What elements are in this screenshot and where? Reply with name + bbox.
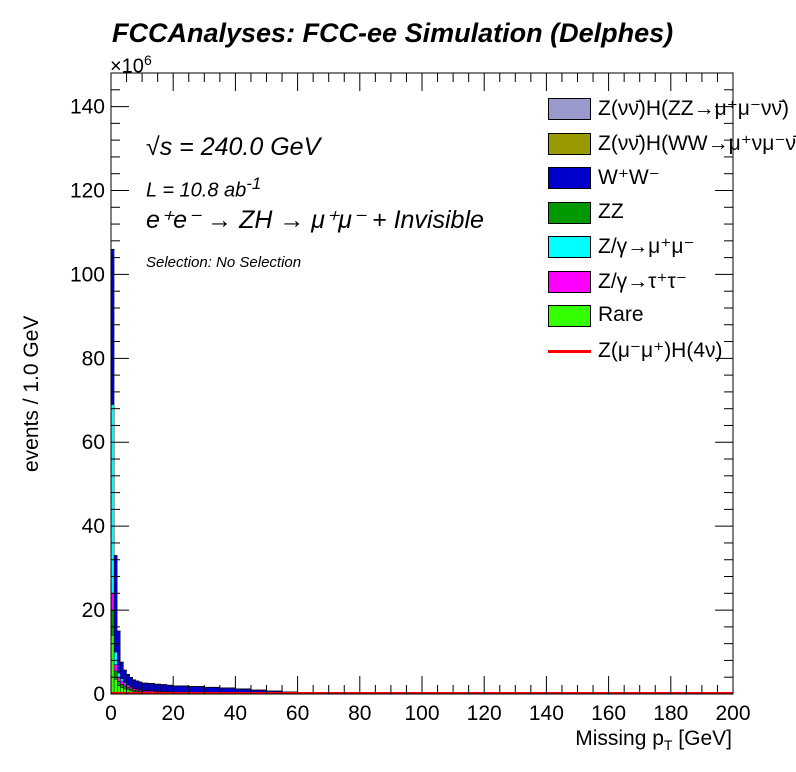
- legend-item-2: W⁺W⁻: [548, 163, 796, 198]
- process-label: e⁺e⁻ → ZH → μ⁺μ⁻ + Invisible: [146, 206, 484, 234]
- y-tick-label-20: 20: [82, 599, 105, 622]
- bar-Z--2: [117, 672, 121, 678]
- bar-W-W--6: [129, 677, 133, 687]
- bar-Z--6: [129, 687, 133, 690]
- bar-ZZ-2: [117, 681, 121, 686]
- x-tick-label-180: 180: [653, 702, 688, 725]
- luminosity-label: L = 10.8 ab-1: [146, 174, 262, 202]
- legend-label: Z/γ→τ⁺τ⁻: [598, 269, 687, 293]
- x-tick-label-60: 60: [286, 702, 309, 725]
- legend-item-0: Z(νν̄)H(ZZ→μ⁺μ⁻νν̄): [548, 94, 796, 129]
- legend-item-6: Rare: [548, 301, 796, 336]
- legend-swatch: [548, 236, 591, 258]
- x-tick-label-140: 140: [529, 702, 564, 725]
- bar-W-W--14: [166, 684, 174, 693]
- legend-label: Z(νν̄)H(WW→μ⁺νμ⁻ν̄): [598, 131, 796, 155]
- bar-Rare-1: [113, 679, 118, 695]
- bar-ZZ-6: [129, 688, 133, 691]
- bar-Z--3: [120, 680, 124, 685]
- legend-swatch: [548, 201, 591, 224]
- bar-W-W--4: [123, 669, 127, 683]
- y-tick-label-140: 140: [70, 96, 105, 119]
- legend-label: Z(νν̄)H(ZZ→μ⁺μ⁻νν̄): [598, 97, 789, 120]
- x-tick-label-160: 160: [591, 702, 626, 725]
- selection-label: Selection: No Selection: [146, 254, 302, 271]
- bar-Z--1: [113, 651, 118, 665]
- energy-label: √s = 240.0 GeV: [146, 133, 321, 161]
- bar-ZZ-3: [120, 684, 124, 688]
- legend-label: ZZ: [598, 199, 624, 223]
- bar-Z--2: [117, 677, 121, 682]
- bar-W-W--17: [204, 687, 221, 693]
- bar-Z--7: [132, 688, 137, 691]
- bar-W-W--3: [120, 661, 124, 680]
- legend-item-7: Z(μ⁻μ⁺)H(4ν): [548, 336, 796, 371]
- y-tick-label-0: 0: [93, 683, 105, 706]
- bar-W-W--7: [132, 679, 137, 689]
- bar-W-W--11: [148, 683, 155, 691]
- y-tick-label-80: 80: [82, 347, 105, 370]
- bar-W-W--1: [113, 555, 118, 653]
- bar-W-W--5: [126, 674, 130, 685]
- bar-W-W--16: [188, 686, 205, 693]
- bar-Z--1: [113, 664, 118, 672]
- x-tick-label-200: 200: [715, 702, 750, 725]
- bar-W-W--13: [160, 684, 168, 692]
- x-tick-label-0: 0: [105, 702, 117, 725]
- x-tick-label-20: 20: [162, 702, 185, 725]
- legend-swatch: [548, 167, 591, 189]
- legend-swatch: [548, 98, 591, 120]
- legend-swatch: [548, 305, 591, 327]
- legend-item-1: Z(νν̄)H(WW→μ⁺νμ⁻ν̄): [548, 129, 796, 164]
- x-tick-label-120: 120: [467, 702, 502, 725]
- legend-swatch: [548, 132, 591, 155]
- x-tick-label-100: 100: [404, 702, 439, 725]
- bar-Z--3: [120, 678, 124, 682]
- legend-label: Rare: [598, 303, 644, 326]
- legend: Z(νν̄)H(ZZ→μ⁺μ⁻νν̄) Z(νν̄)H(WW→μ⁺νμ⁻ν̄) W⁺…: [548, 94, 796, 370]
- bar-W-W--15: [172, 685, 189, 693]
- plot-title: FCCAnalyses: FCC-ee Simulation (Delphes): [112, 18, 674, 48]
- legend-swatch: [548, 349, 591, 353]
- bar-W-W--2: [117, 630, 121, 674]
- legend-swatch: [548, 270, 591, 293]
- y-tick-label-100: 100: [70, 263, 105, 286]
- x-axis-label: Missing pT [GeV]: [575, 727, 732, 754]
- legend-label: Z(μ⁻μ⁺)H(4ν): [598, 338, 723, 362]
- y-tick-label-120: 120: [70, 179, 105, 202]
- legend-item-5: Z/γ→τ⁺τ⁻: [548, 267, 796, 302]
- legend-item-4: Z/γ→μ⁺μ⁻: [548, 232, 796, 267]
- y-tick-label-40: 40: [82, 515, 105, 538]
- x-tick-label-80: 80: [348, 702, 371, 725]
- bar-W-W--10: [141, 682, 149, 691]
- legend-label: W⁺W⁻: [598, 166, 660, 189]
- legend-item-3: ZZ: [548, 198, 796, 233]
- bar-ZZ-1: [113, 670, 118, 680]
- y-tick-label-60: 60: [82, 431, 105, 454]
- legend-label: Z/γ→μ⁺μ⁻: [598, 235, 695, 258]
- y-axis-label: events / 1.0 GeV: [20, 315, 43, 472]
- bar-W-W--8: [135, 680, 140, 690]
- y-axis-multiplier: ×106: [110, 52, 152, 78]
- x-tick-label-40: 40: [224, 702, 247, 725]
